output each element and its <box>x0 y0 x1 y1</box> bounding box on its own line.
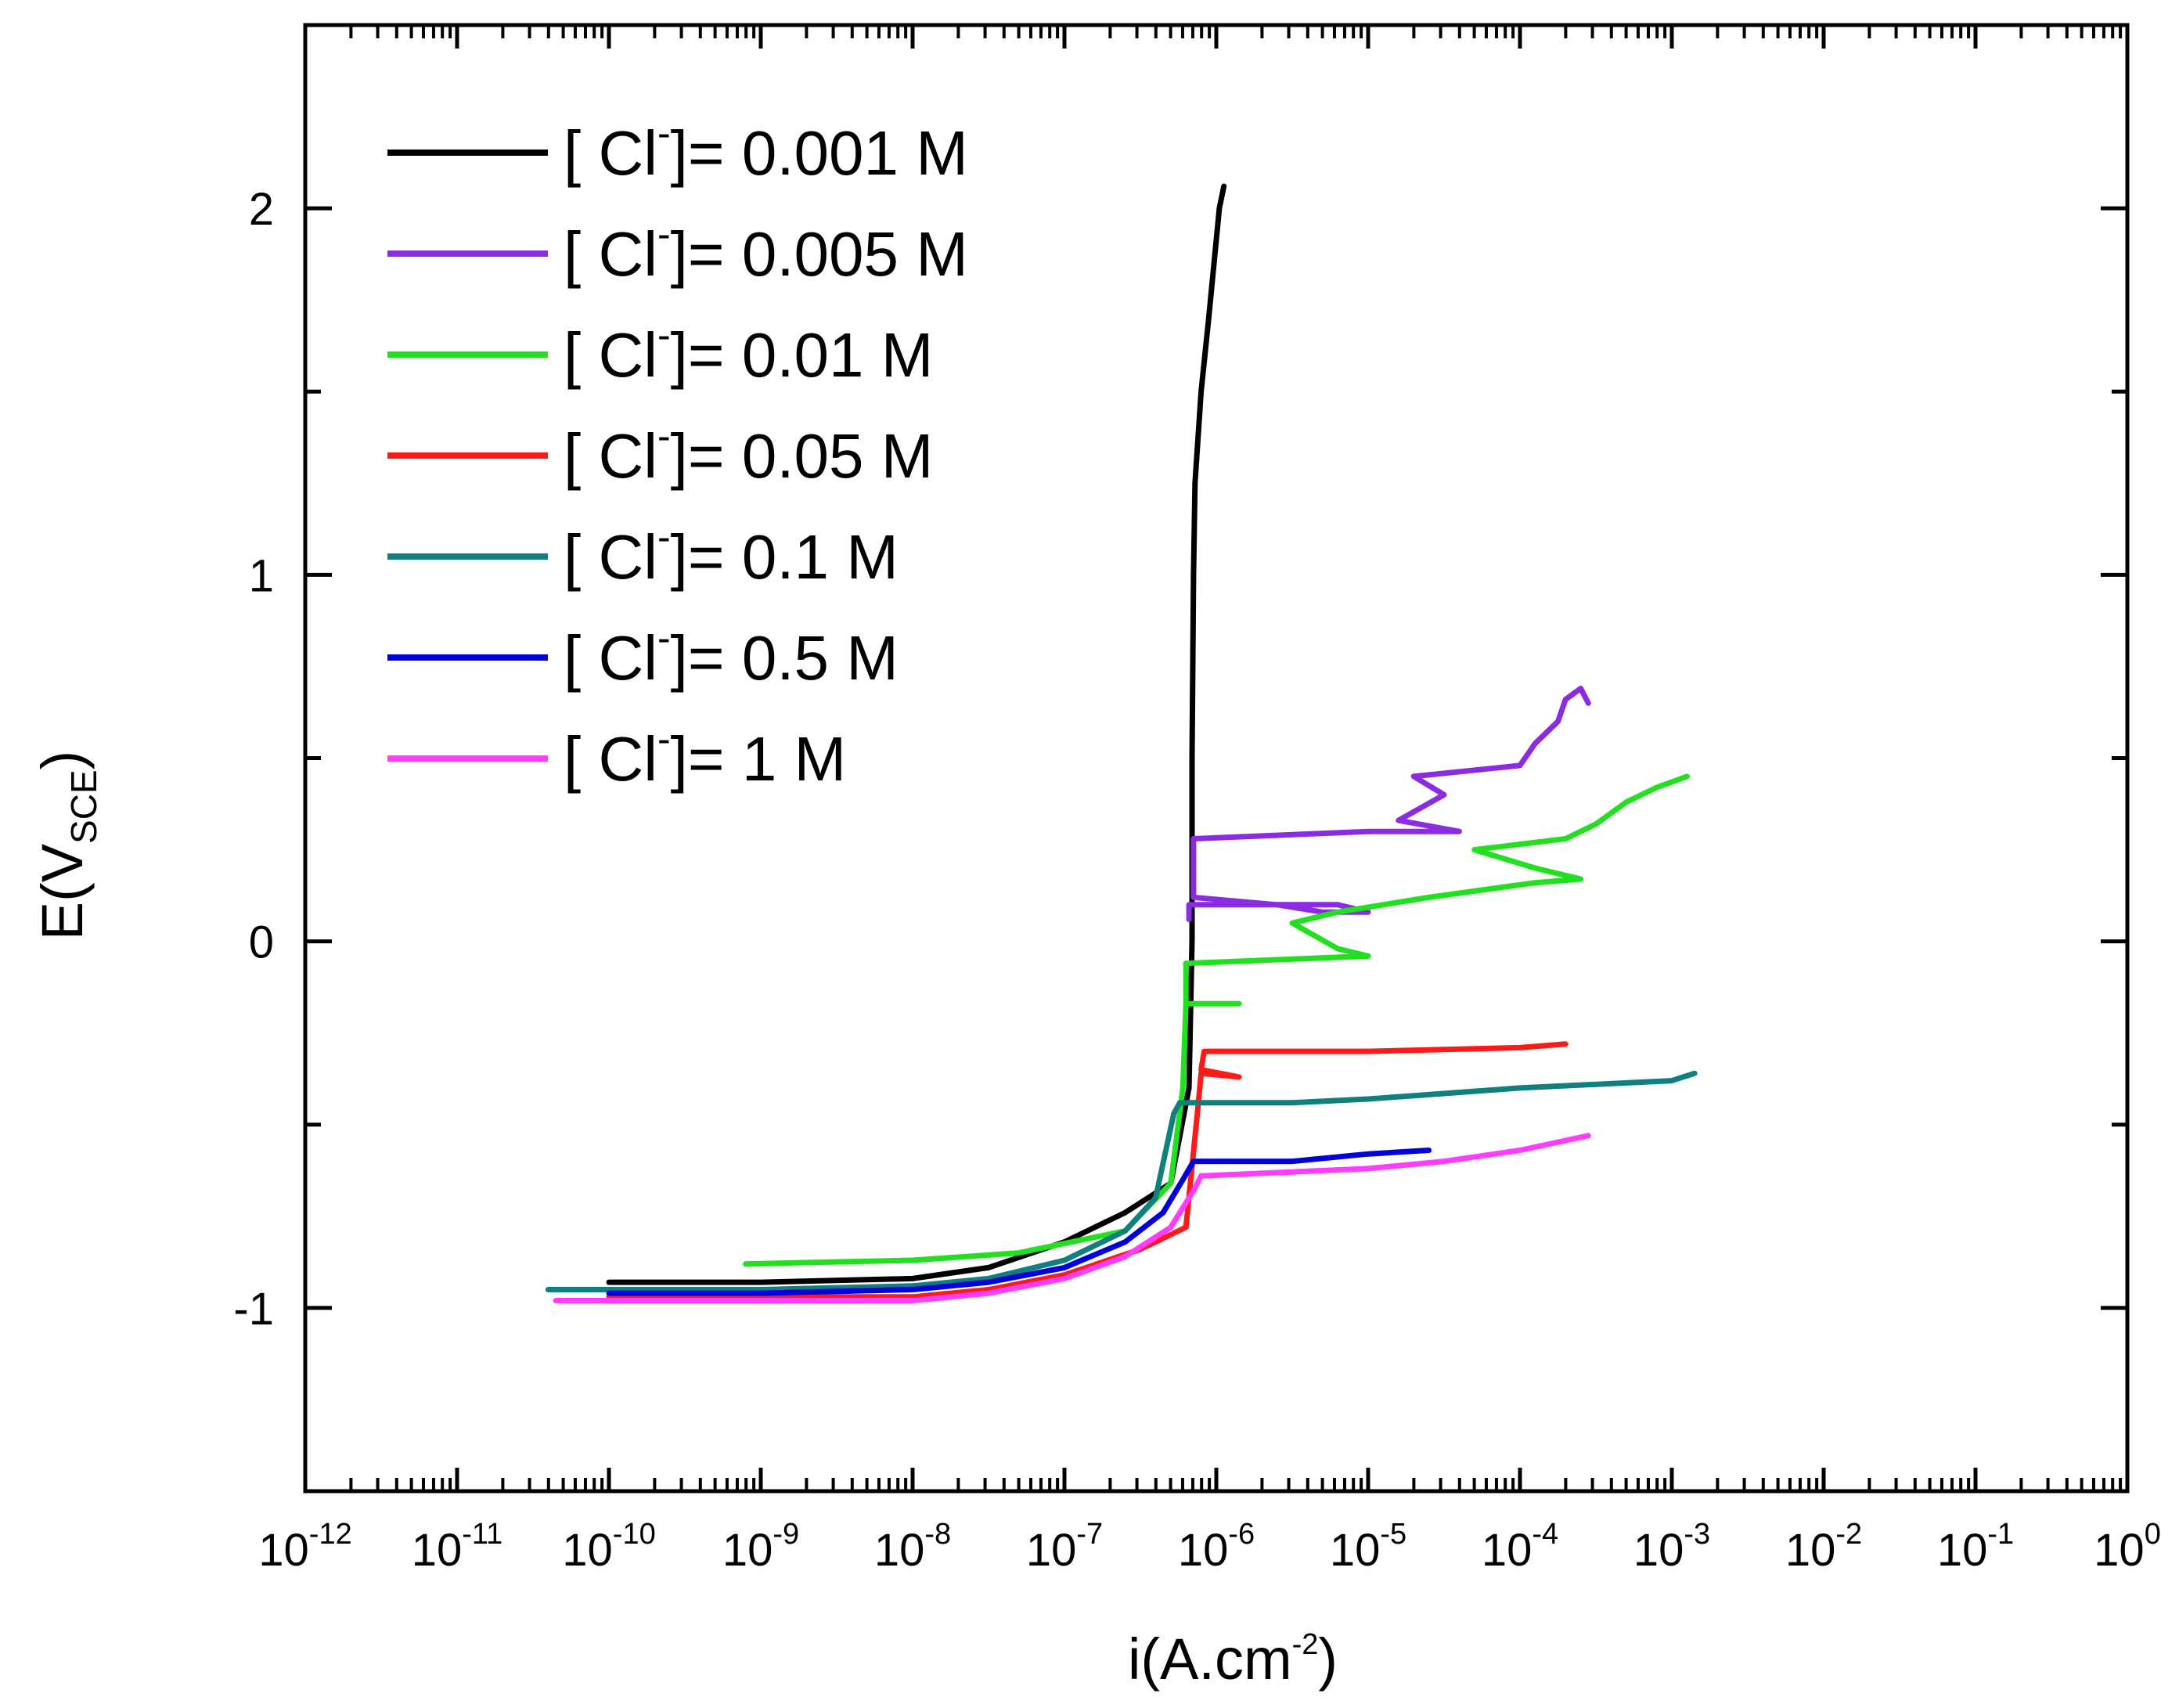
series-line-5 <box>545 1070 1698 1292</box>
legend-label: [ Cl-]= 1 M <box>564 717 846 794</box>
y-tick-label: 0 <box>249 917 274 968</box>
series-line-2 <box>1186 686 1591 922</box>
x-tick-label: 10-8 <box>874 1518 951 1576</box>
x-tick-label: 10-3 <box>1633 1518 1710 1576</box>
x-tick-label: 10-7 <box>1026 1518 1103 1576</box>
series-layer <box>545 183 1698 1303</box>
series-line-1 <box>606 183 1227 1285</box>
x-axis-title: i(A.cm-2) <box>1128 1627 1338 1692</box>
legend-label: [ Cl-]= 0.1 M <box>564 515 899 592</box>
legend: [ Cl-]= 0.001 M [ Cl-]= 0.005 M [ Cl-]= 0.… <box>387 111 968 794</box>
series-line-6 <box>606 1148 1432 1296</box>
legend-label: [ Cl-]= 0.01 M <box>564 313 933 390</box>
legend-label: [ Cl-]= 0.5 M <box>564 616 899 693</box>
x-tick-label: 10-10 <box>562 1518 655 1576</box>
y-axis-title: E(VSCE) <box>30 751 104 941</box>
series-line-3 <box>743 773 1690 1267</box>
x-tick-label: 100 <box>2094 1518 2161 1576</box>
series-line-7 <box>553 1133 1591 1303</box>
x-tick-label: 10-9 <box>722 1518 799 1576</box>
y-tick-label: 2 <box>249 184 274 235</box>
series-line-4 <box>606 1041 1569 1300</box>
x-tick-label: 10-1 <box>1937 1518 2014 1576</box>
x-tick-label: 10-5 <box>1330 1518 1406 1576</box>
x-tick-label: 10-2 <box>1785 1518 1862 1576</box>
legend-label: [ Cl-]= 0.05 M <box>564 414 933 491</box>
y-tick-label: -1 <box>233 1284 274 1335</box>
y-tick-label: 1 <box>249 550 274 601</box>
x-tick-label: 10-6 <box>1178 1518 1255 1576</box>
x-tick-label: 10-12 <box>258 1518 351 1576</box>
legend-label: [ Cl-]= 0.001 M <box>564 111 968 188</box>
legend-label: [ Cl-]= 0.005 M <box>564 212 968 289</box>
x-tick-label: 10-11 <box>412 1518 503 1576</box>
x-axis-ticks: 10-12 10-11 10-10 10-9 10-8 10-7 10-6 10-5 10-4 1… <box>258 25 2161 1576</box>
y-axis-ticks: 2 1 0 -1 <box>233 23 2127 1494</box>
x-tick-label: 10-4 <box>1482 1518 1558 1576</box>
